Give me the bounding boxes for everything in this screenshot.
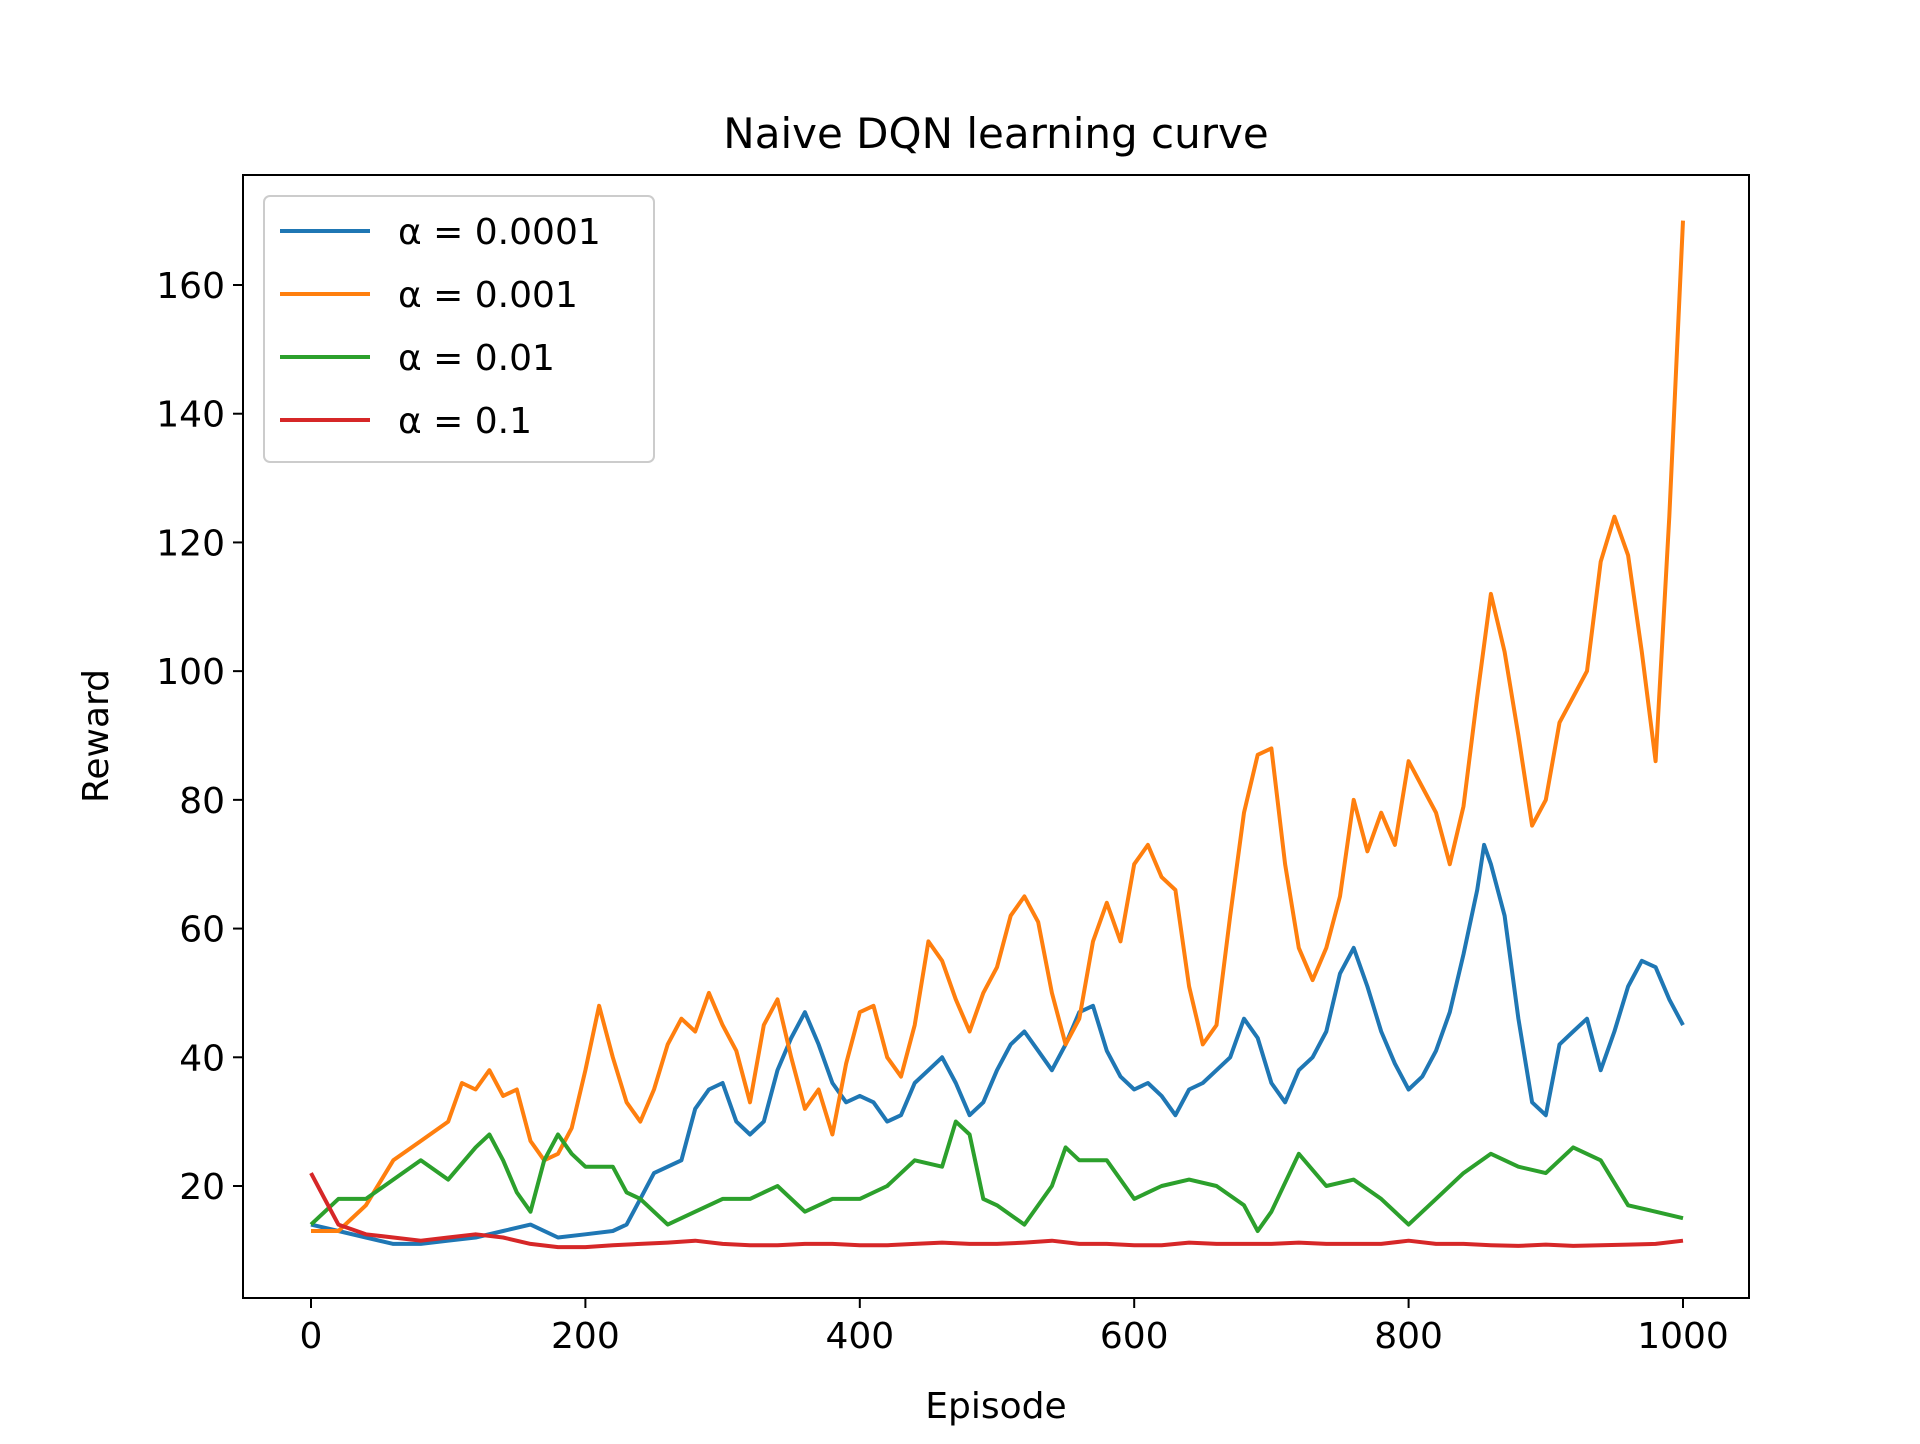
x-axis-label: Episode [925, 1386, 1066, 1427]
legend: α = 0.0001 α = 0.001 α = 0.01 α = 0.1 [263, 195, 655, 463]
y-tick-label: 20 [179, 1167, 225, 1208]
y-axis-label: Reward [76, 669, 117, 803]
y-tick-label: 80 [179, 781, 225, 822]
legend-label-series-3: α = 0.01 [398, 338, 555, 379]
y-tick-label: 40 [179, 1038, 225, 1079]
series-line-4 [309, 1172, 1684, 1250]
legend-frame [263, 195, 655, 463]
x-tick-label: 400 [825, 1316, 894, 1357]
y-tick-label: 120 [156, 523, 225, 564]
plot-frame [242, 174, 1750, 1299]
x-tick-label: 200 [551, 1316, 620, 1357]
x-tick-label: 600 [1100, 1316, 1169, 1357]
chart-title: Naive DQN learning curve [723, 109, 1268, 158]
legend-label-series-1: α = 0.0001 [398, 212, 601, 253]
y-tick-label: 160 [156, 266, 225, 307]
y-tick-label: 140 [156, 395, 225, 436]
series-line-3 [309, 1119, 1684, 1233]
legend-label-series-4: α = 0.1 [398, 401, 532, 442]
x-tick-label: 0 [300, 1316, 323, 1357]
series-layer [309, 220, 1685, 1250]
ticks-layer: 0 200 400 600 800 1000 20 40 60 80 100 120 140 160 [156, 266, 1729, 1357]
y-tick-label: 100 [156, 652, 225, 693]
y-tick-label: 60 [179, 910, 225, 951]
x-tick-label: 800 [1374, 1316, 1443, 1357]
x-tick-label: 1000 [1637, 1316, 1729, 1357]
legend-label-series-2: α = 0.001 [398, 275, 578, 316]
series-line-2 [311, 220, 1685, 1233]
